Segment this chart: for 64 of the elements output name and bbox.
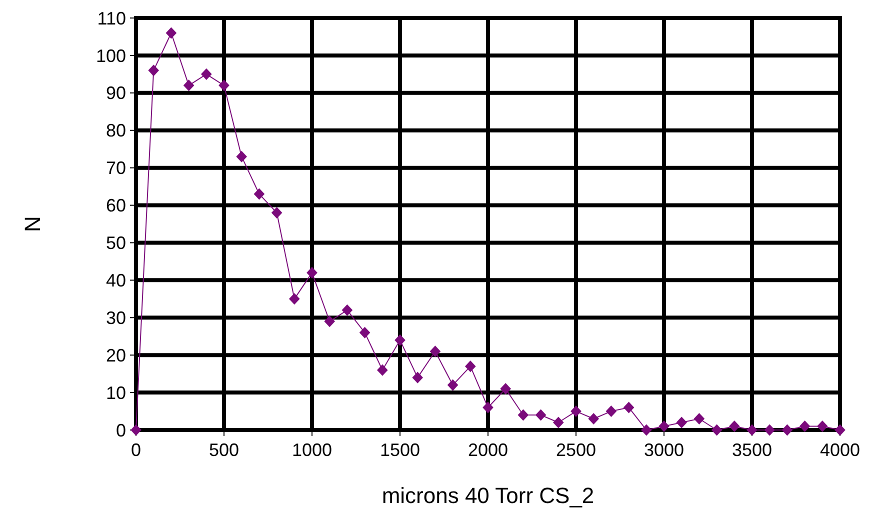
- x-tick-label: 0: [130, 440, 142, 460]
- y-tick-label: 0: [116, 420, 126, 440]
- point: [552, 416, 564, 428]
- point: [412, 372, 424, 384]
- x-tick-label: 1500: [380, 440, 420, 460]
- point: [166, 27, 177, 39]
- point: [482, 402, 494, 414]
- y-tick-label: 60: [106, 196, 126, 216]
- point: [218, 80, 230, 92]
- x-tick-label: 3000: [644, 440, 684, 460]
- point: [236, 150, 248, 162]
- point: [799, 420, 810, 432]
- point: [518, 409, 529, 421]
- point: [394, 334, 406, 346]
- point: [376, 364, 388, 376]
- point: [342, 304, 353, 316]
- point: [676, 416, 688, 428]
- x-tick-label: 3500: [732, 440, 772, 460]
- point: [816, 420, 828, 432]
- point: [288, 293, 300, 305]
- y-axis-title: N: [20, 216, 45, 232]
- x-tick-label: 2000: [468, 440, 508, 460]
- y-tick-label: 50: [106, 233, 126, 254]
- y-tick-label: 80: [106, 120, 126, 141]
- point: [694, 412, 705, 425]
- point: [606, 406, 617, 418]
- point: [447, 379, 458, 391]
- point: [359, 326, 370, 338]
- point: [711, 424, 722, 436]
- point: [570, 406, 582, 418]
- x-tick-label: 2500: [556, 440, 596, 460]
- point: [306, 266, 318, 278]
- point: [271, 206, 282, 219]
- point: [183, 80, 194, 92]
- y-tick-label: 30: [106, 308, 126, 328]
- point: [535, 409, 546, 421]
- point: [254, 188, 265, 200]
- x-tick-label: 4000: [820, 440, 860, 460]
- y-tick-label: 100: [96, 46, 126, 66]
- point: [782, 424, 793, 436]
- point: [324, 316, 336, 328]
- point: [640, 424, 652, 436]
- y-tick-label: 70: [106, 158, 126, 178]
- point: [764, 424, 776, 436]
- point: [430, 346, 441, 358]
- point: [148, 64, 160, 76]
- x-tick-label: 1000: [292, 440, 332, 460]
- point: [834, 424, 846, 436]
- point: [623, 402, 634, 414]
- y-tick-label: 10: [106, 382, 126, 403]
- y-tick-label: 20: [106, 345, 126, 366]
- x-axis-title: microns 40 Torr CS_2: [382, 483, 594, 508]
- point: [658, 420, 670, 432]
- point: [130, 424, 142, 436]
- y-tick-label: 110: [97, 8, 126, 28]
- point: [588, 412, 600, 425]
- point: [500, 383, 512, 395]
- point: [464, 360, 476, 372]
- point: [746, 424, 758, 436]
- x-tick-label: 500: [208, 440, 240, 460]
- y-tick-label: 40: [106, 270, 126, 290]
- point: [200, 68, 212, 80]
- point: [728, 420, 740, 432]
- y-tick-label: 90: [106, 83, 126, 104]
